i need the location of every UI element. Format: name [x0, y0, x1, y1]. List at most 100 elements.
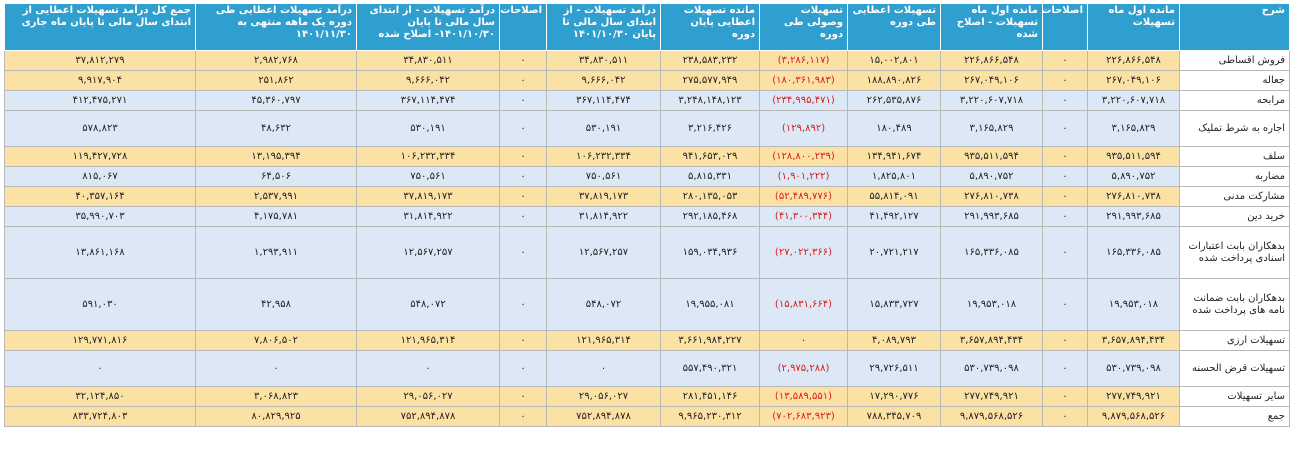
table-row: جعاله ۲۶۷,۰۴۹,۱۰۶ ۰ ۲۶۷,۰۴۹,۱۰۶ ۱۸۸,۸۹۰,۸۲۶(… — [4, 70, 1290, 91]
cell-opening-balance: ۲۲۶,۸۶۶,۵۴۸ — [1087, 50, 1180, 71]
cell-income-month: ۱,۲۹۳,۹۱۱ — [195, 226, 357, 279]
cell-income-adjustments: ۰ — [499, 278, 547, 331]
cell-income-month: ۲,۹۸۲,۷۶۸ — [195, 50, 357, 71]
cell-income-adjustments: ۰ — [499, 330, 547, 351]
cell-opening-balance-adjusted: ۲۷۶,۸۱۰,۷۳۸ — [940, 186, 1043, 207]
cell-income-ytd-adjusted: ۱۲,۵۶۷,۲۵۷ — [356, 226, 500, 279]
cell-income-ytd: ۱۰۶,۲۳۲,۳۳۴ — [546, 146, 661, 167]
cell-collected: (۲,۹۷۵,۲۸۸) — [759, 350, 848, 387]
cell-opening-balance-adjusted: ۹۳۵,۵۱۱,۵۹۴ — [940, 146, 1043, 167]
cell-income-total: ۱۲۹,۷۷۱,۸۱۶ — [4, 330, 196, 351]
header-closing-balance: مانده تسهیلات اعطایی پایان دوره — [660, 3, 760, 51]
header-collected: تسهیلات وصولی طی دوره — [759, 3, 848, 51]
facilities-table: شرح مانده اول ماه تسهیلات اصلاحات مانده … — [4, 3, 1290, 427]
table-body: فروش اقساطی ۲۲۶,۸۶۶,۵۴۸ ۰ ۲۲۶,۸۶۶,۵۴۸ ۱۵,۰۰۲… — [4, 50, 1290, 427]
cell-income-total: ۱۳,۸۶۱,۱۶۸ — [4, 226, 196, 279]
cell-opening-balance-adjusted: ۲۲۶,۸۶۶,۵۴۸ — [940, 50, 1043, 71]
header-income-total: جمع کل درآمد تسهیلات اعطایی از ابتدای سا… — [4, 3, 196, 51]
cell-income-total: ۱۱۹,۴۲۷,۷۲۸ — [4, 146, 196, 167]
cell-income-adjustments: ۰ — [499, 166, 547, 187]
table-row: بدهکاران بابت ضمانت نامه های پرداخت شده ۱… — [4, 278, 1290, 331]
header-income-adjustments: اصلاحات — [499, 3, 547, 51]
header-opening-balance-adjusted: مانده اول ماه تسهیلات - اصلاح شده — [940, 3, 1043, 51]
cell-income-adjustments: ۰ — [499, 186, 547, 207]
cell-opening-balance-adjusted: ۵۳۰,۷۳۹,۰۹۸ — [940, 350, 1043, 387]
cell-opening-balance: ۱۶۵,۳۳۶,۰۸۵ — [1087, 226, 1180, 279]
cell-granted: ۱,۸۲۵,۸۰۱ — [847, 166, 941, 187]
cell-income-total: ۸۳۳,۷۲۴,۸۰۳ — [4, 406, 196, 427]
cell-collected: (۵۲,۴۸۹,۷۷۶) — [759, 186, 848, 207]
cell-income-month: ۴۲,۹۵۸ — [195, 278, 357, 331]
cell-opening-balance: ۹,۸۷۹,۵۶۸,۵۲۶ — [1087, 406, 1180, 427]
cell-opening-balance: ۲۷۷,۷۴۹,۹۲۱ — [1087, 386, 1180, 407]
cell-closing-balance: ۹,۹۶۵,۲۳۰,۳۱۲ — [660, 406, 760, 427]
cell-adjustments: ۰ — [1042, 350, 1088, 387]
cell-closing-balance: ۱۹,۹۵۵,۰۸۱ — [660, 278, 760, 331]
row-description: تسهیلات ارزی — [1179, 330, 1290, 351]
cell-collected: ۰ — [759, 330, 848, 351]
cell-opening-balance: ۵,۸۹۰,۷۵۲ — [1087, 166, 1180, 187]
cell-income-ytd-adjusted: ۷۵۲,۸۹۴,۸۷۸ — [356, 406, 500, 427]
table-row: تسهیلات ارزی ۳,۶۵۷,۸۹۴,۴۳۴ ۰ ۳,۶۵۷,۸۹۴,۴۳۴ ۴… — [4, 330, 1290, 351]
cell-collected: (۴۱,۳۰۰,۳۴۴) — [759, 206, 848, 227]
cell-opening-balance-adjusted: ۳,۲۲۰,۶۰۷,۷۱۸ — [940, 90, 1043, 111]
table-row: مشارکت مدنی ۲۷۶,۸۱۰,۷۳۸ ۰ ۲۷۶,۸۱۰,۷۳۸ ۵۵,۸۱۴… — [4, 186, 1290, 207]
cell-collected: (۷۰۲,۶۸۳,۹۲۳) — [759, 406, 848, 427]
row-description: اجاره به شرط تملیک — [1179, 110, 1290, 147]
cell-adjustments: ۰ — [1042, 90, 1088, 111]
cell-income-ytd-adjusted: ۰ — [356, 350, 500, 387]
cell-income-month: ۲۵۱,۸۶۲ — [195, 70, 357, 91]
cell-income-adjustments: ۰ — [499, 406, 547, 427]
cell-granted: ۲۶۲,۵۳۵,۸۷۶ — [847, 90, 941, 111]
cell-income-total: ۹,۹۱۷,۹۰۴ — [4, 70, 196, 91]
cell-collected: (۱۸۰,۳۶۱,۹۸۳) — [759, 70, 848, 91]
cell-opening-balance: ۲۷۶,۸۱۰,۷۳۸ — [1087, 186, 1180, 207]
cell-income-ytd: ۱۲,۵۶۷,۲۵۷ — [546, 226, 661, 279]
cell-income-total: ۳۷,۸۱۲,۲۷۹ — [4, 50, 196, 71]
cell-opening-balance-adjusted: ۲۷۷,۷۴۹,۹۲۱ — [940, 386, 1043, 407]
cell-income-adjustments: ۰ — [499, 110, 547, 147]
cell-income-ytd: ۳۴,۸۳۰,۵۱۱ — [546, 50, 661, 71]
header-income-ytd-adjusted: درآمد تسهیلات - از ابتدای سال مالی تا پا… — [356, 3, 500, 51]
row-description: جمع — [1179, 406, 1290, 427]
cell-income-ytd: ۹,۶۶۶,۰۴۲ — [546, 70, 661, 91]
row-description: فروش اقساطی — [1179, 50, 1290, 71]
cell-opening-balance-adjusted: ۹,۸۷۹,۵۶۸,۵۲۶ — [940, 406, 1043, 427]
cell-closing-balance: ۲۸۱,۴۵۱,۱۴۶ — [660, 386, 760, 407]
cell-opening-balance: ۳,۲۲۰,۶۰۷,۷۱۸ — [1087, 90, 1180, 111]
cell-income-ytd: ۵۳۰,۱۹۱ — [546, 110, 661, 147]
cell-adjustments: ۰ — [1042, 166, 1088, 187]
row-description: تسهیلات قرض الحسنه — [1179, 350, 1290, 387]
row-description: بدهکاران بابت ضمانت نامه های پرداخت شده — [1179, 278, 1290, 331]
cell-granted: ۴,۰۸۹,۷۹۳ — [847, 330, 941, 351]
cell-adjustments: ۰ — [1042, 186, 1088, 207]
cell-income-ytd-adjusted: ۵۳۰,۱۹۱ — [356, 110, 500, 147]
table-row: فروش اقساطی ۲۲۶,۸۶۶,۵۴۸ ۰ ۲۲۶,۸۶۶,۵۴۸ ۱۵,۰۰۲… — [4, 50, 1290, 71]
table-row: مضاربه ۵,۸۹۰,۷۵۲ ۰ ۵,۸۹۰,۷۵۲ ۱,۸۲۵,۸۰۱ (۱,۹۰۱… — [4, 166, 1290, 187]
cell-income-ytd-adjusted: ۱۲۱,۹۶۵,۳۱۴ — [356, 330, 500, 351]
cell-income-ytd-adjusted: ۳۱,۸۱۴,۹۲۲ — [356, 206, 500, 227]
cell-income-ytd-adjusted: ۳۴,۸۳۰,۵۱۱ — [356, 50, 500, 71]
cell-income-month: ۴۵,۳۶۰,۷۹۷ — [195, 90, 357, 111]
cell-opening-balance-adjusted: ۱۶۵,۳۳۶,۰۸۵ — [940, 226, 1043, 279]
cell-granted: ۷۸۸,۳۴۵,۷۰۹ — [847, 406, 941, 427]
cell-collected: (۲۳۴,۹۹۵,۴۷۱) — [759, 90, 848, 111]
cell-income-ytd-adjusted: ۷۵۰,۵۶۱ — [356, 166, 500, 187]
cell-opening-balance-adjusted: ۱۹,۹۵۳,۰۱۸ — [940, 278, 1043, 331]
cell-income-ytd-adjusted: ۵۴۸,۰۷۲ — [356, 278, 500, 331]
cell-collected: (۱۳,۵۸۹,۵۵۱) — [759, 386, 848, 407]
cell-granted: ۱۵,۸۳۳,۷۲۷ — [847, 278, 941, 331]
cell-income-ytd-adjusted: ۱۰۶,۲۳۲,۳۳۴ — [356, 146, 500, 167]
cell-income-adjustments: ۰ — [499, 90, 547, 111]
row-description: سایر تسهیلات — [1179, 386, 1290, 407]
header-income-month: درآمد تسهیلات اعطایی طی دوره یک ماهه منت… — [195, 3, 357, 51]
cell-opening-balance-adjusted: ۳,۶۵۷,۸۹۴,۴۳۴ — [940, 330, 1043, 351]
cell-income-adjustments: ۰ — [499, 50, 547, 71]
total-row: جمع ۹,۸۷۹,۵۶۸,۵۲۶ ۰ ۹,۸۷۹,۵۶۸,۵۲۶ ۷۸۸,۳۴۵,۷۰… — [4, 406, 1290, 427]
header-income-ytd: درآمد تسهیلات - از ابتدای سال مالی تا پا… — [546, 3, 661, 51]
cell-opening-balance-adjusted: ۲۶۷,۰۴۹,۱۰۶ — [940, 70, 1043, 91]
table-row: مرابحه ۳,۲۲۰,۶۰۷,۷۱۸ ۰ ۳,۲۲۰,۶۰۷,۷۱۸ ۲۶۲,۵۳۵… — [4, 90, 1290, 111]
cell-granted: ۱۸۰,۴۸۹ — [847, 110, 941, 147]
cell-income-total: ۸۱۵,۰۶۷ — [4, 166, 196, 187]
cell-granted: ۱۸۸,۸۹۰,۸۲۶ — [847, 70, 941, 91]
